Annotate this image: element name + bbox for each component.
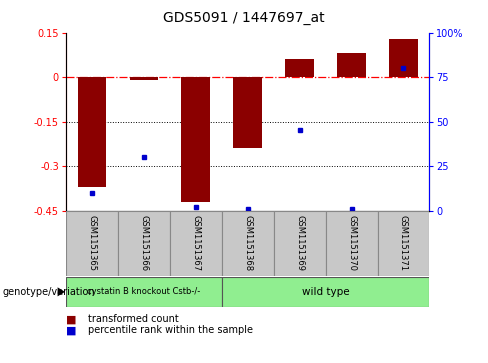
Bar — [170, 211, 222, 276]
Bar — [182, 77, 210, 202]
Text: GSM1151370: GSM1151370 — [347, 215, 356, 271]
Text: genotype/variation: genotype/variation — [2, 287, 95, 297]
Bar — [233, 77, 262, 148]
Bar — [66, 277, 222, 307]
Text: GDS5091 / 1447697_at: GDS5091 / 1447697_at — [163, 11, 325, 25]
Text: cystatin B knockout Cstb-/-: cystatin B knockout Cstb-/- — [87, 287, 201, 296]
Text: ■: ■ — [66, 325, 77, 335]
Bar — [66, 211, 118, 276]
Text: GSM1151367: GSM1151367 — [191, 215, 200, 271]
Bar — [118, 211, 170, 276]
Text: percentile rank within the sample: percentile rank within the sample — [88, 325, 253, 335]
Bar — [389, 38, 418, 77]
Text: GSM1151369: GSM1151369 — [295, 215, 304, 271]
Bar — [222, 277, 429, 307]
Bar — [337, 53, 366, 77]
Text: transformed count: transformed count — [88, 314, 179, 325]
Bar — [222, 211, 274, 276]
Text: GSM1151365: GSM1151365 — [87, 215, 96, 271]
Bar — [274, 211, 325, 276]
Bar — [129, 77, 158, 80]
Text: GSM1151368: GSM1151368 — [243, 215, 252, 271]
Bar — [285, 60, 314, 77]
Text: GSM1151366: GSM1151366 — [139, 215, 148, 271]
Text: wild type: wild type — [302, 287, 349, 297]
Text: ■: ■ — [66, 314, 77, 325]
Bar — [378, 211, 429, 276]
Polygon shape — [58, 287, 65, 296]
Text: GSM1151371: GSM1151371 — [399, 215, 408, 271]
Bar — [78, 77, 106, 187]
Bar — [325, 211, 378, 276]
